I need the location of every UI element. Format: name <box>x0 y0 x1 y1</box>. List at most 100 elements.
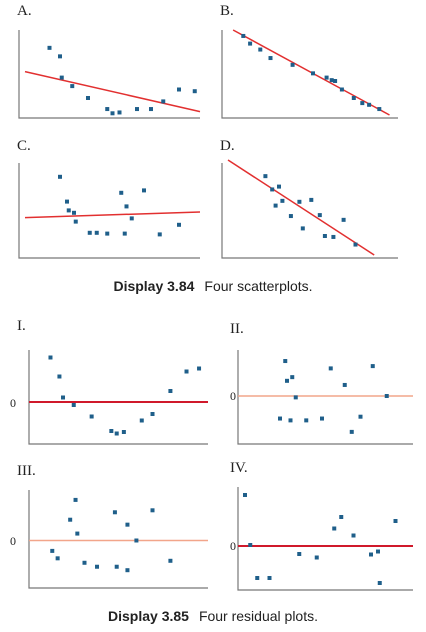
data-point <box>358 414 363 419</box>
data-point <box>89 414 94 419</box>
data-point <box>288 214 293 219</box>
data-point <box>317 213 322 218</box>
residual-plot-iii: III. 0 <box>10 463 208 589</box>
residual-plot-i: I. 0 <box>10 318 208 445</box>
data-point <box>58 54 62 59</box>
points-d <box>227 159 375 256</box>
data-point <box>112 510 117 515</box>
data-point <box>270 187 275 192</box>
data-point <box>73 497 78 502</box>
data-point <box>349 429 354 434</box>
data-point <box>168 558 173 563</box>
data-point <box>129 216 134 221</box>
data-point <box>332 526 337 531</box>
data-point <box>122 231 127 236</box>
points-ii <box>238 359 413 434</box>
data-point <box>300 226 305 231</box>
residual-plot-ii: II. 0 <box>230 321 413 445</box>
data-point <box>150 508 155 513</box>
data-point <box>65 199 69 204</box>
data-point <box>376 549 380 554</box>
data-point <box>71 403 76 407</box>
zero-label-iii: 0 <box>10 534 16 548</box>
caption-text-3-85: Four residual plots. <box>199 608 318 624</box>
data-point <box>114 564 119 569</box>
axis-b <box>221 30 398 119</box>
data-point <box>192 89 197 94</box>
data-point <box>255 576 260 580</box>
zero-label-ii: 0 <box>230 389 236 403</box>
points-iii <box>29 497 208 573</box>
data-point <box>342 382 347 387</box>
data-point <box>184 369 189 374</box>
data-point <box>377 107 382 112</box>
data-point <box>157 232 162 237</box>
data-point <box>297 199 302 204</box>
data-point <box>351 533 356 538</box>
regression-line <box>24 70 201 113</box>
data-point <box>68 517 73 522</box>
data-point <box>48 355 53 360</box>
data-point <box>139 418 144 423</box>
data-point <box>82 560 87 565</box>
data-point <box>309 197 314 202</box>
data-point <box>353 242 358 247</box>
data-point <box>333 79 338 83</box>
data-point <box>280 198 285 203</box>
axis-ii <box>237 350 413 445</box>
data-point <box>95 564 100 569</box>
data-point <box>328 366 333 371</box>
caption-display-3-85: Display 3.85 Four residual plots. <box>108 608 318 624</box>
panel-label-a: A. <box>17 3 32 19</box>
data-point <box>177 87 181 92</box>
data-point <box>168 389 173 393</box>
axis-i <box>28 350 208 445</box>
data-point <box>243 493 247 497</box>
data-point <box>273 203 278 208</box>
data-point <box>177 222 181 227</box>
data-point <box>314 555 319 560</box>
points-iv <box>238 493 413 585</box>
data-point <box>248 41 253 46</box>
data-point <box>297 552 302 556</box>
data-point <box>331 234 336 239</box>
data-point <box>125 522 130 527</box>
data-point <box>47 45 52 50</box>
data-point <box>149 107 153 112</box>
panel-label-c: C. <box>17 138 31 154</box>
data-point <box>268 56 273 61</box>
data-point <box>110 111 115 116</box>
axis-d <box>221 163 398 259</box>
panel-label-iv: IV. <box>230 460 248 476</box>
data-point <box>75 531 80 536</box>
data-point <box>283 359 288 364</box>
data-point <box>124 204 129 209</box>
data-point <box>72 210 76 215</box>
data-point <box>285 378 289 383</box>
caption-display-3-84: Display 3.84 Four scatterplots. <box>113 278 312 294</box>
data-point <box>263 174 268 179</box>
points-a <box>24 45 201 116</box>
panel-label-b: B. <box>220 3 234 19</box>
data-point <box>351 96 356 100</box>
data-point <box>324 75 329 80</box>
data-point <box>161 99 166 104</box>
data-point <box>94 230 99 235</box>
data-point <box>329 78 334 83</box>
data-point <box>73 219 78 224</box>
data-point <box>369 552 373 557</box>
data-point <box>267 576 272 580</box>
data-point <box>105 231 110 236</box>
panel-label-d: D. <box>220 138 235 154</box>
data-point <box>322 234 327 238</box>
caption-number-3-85: Display 3.85 <box>108 608 189 624</box>
data-point <box>61 395 66 400</box>
data-point <box>117 110 122 115</box>
data-point <box>290 62 295 67</box>
data-point <box>105 107 110 112</box>
data-point <box>278 416 282 421</box>
data-point <box>58 174 62 179</box>
data-point <box>290 375 295 380</box>
data-point <box>86 96 90 100</box>
data-point <box>150 412 155 416</box>
